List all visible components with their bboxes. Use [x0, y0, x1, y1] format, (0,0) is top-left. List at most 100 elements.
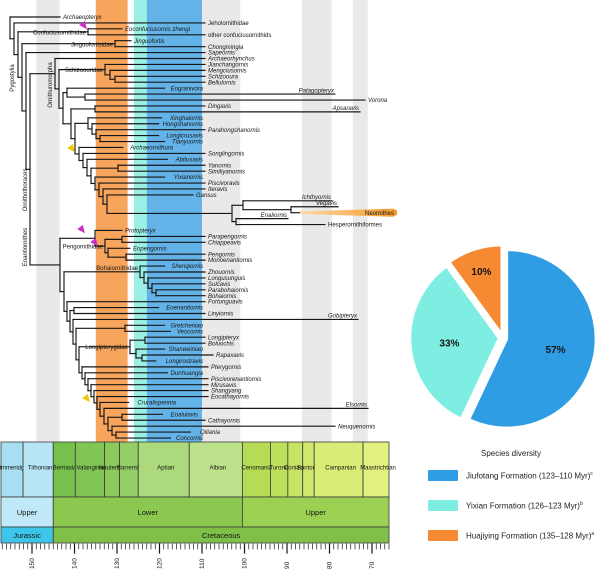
stage-label: Hauterivian: [99, 466, 129, 472]
stage-label: Tithonian: [28, 466, 52, 472]
clade-label: Jinguofortisidae: [71, 43, 114, 49]
tip-label: other confuciusornithids: [208, 33, 271, 39]
tip-label: Jinguofortis: [133, 39, 165, 45]
tip-label: Mirusavis: [211, 383, 236, 389]
tip-label: Longipteryx: [208, 335, 240, 341]
stage-label: Aptian: [157, 466, 174, 472]
tip-label: Shanweiniao: [169, 347, 204, 353]
tip-label: Eopengornis: [133, 246, 167, 252]
tip-label: Apsaravis: [332, 106, 359, 112]
pie-slice: [408, 265, 501, 421]
tip-label: Yixianornis: [174, 175, 203, 181]
stage-label: Santonian: [297, 466, 324, 472]
pie-slice: [467, 248, 598, 430]
epoch-label: Upper: [305, 508, 326, 517]
epoch-cell: [241, 496, 390, 528]
tip-label: Qiliania: [200, 430, 221, 436]
tip-label: Hongshanornis: [163, 122, 203, 128]
pie-legend-title: Species diversity: [480, 449, 542, 458]
stage-cell: [241, 441, 271, 498]
tip-label: Dingavis: [208, 104, 231, 110]
stage-label: Berriasian: [53, 466, 80, 472]
tip-label: Chongmingia: [208, 45, 244, 51]
tip-label: Piscivorenantiornis: [211, 377, 261, 383]
epoch-label: Lower: [138, 508, 159, 517]
time-stripe: [301, 0, 332, 442]
tip-label: Concornis: [176, 436, 203, 442]
time-ruler: 150 140 130 120 110 100 90 80 70: [1, 543, 390, 569]
tip-label: Xinghaiornis: [169, 116, 203, 122]
tip-label: Cruralispennia: [137, 401, 176, 407]
tip-label: Jianchangornis: [207, 63, 248, 69]
tip-label: Zhouornis: [207, 270, 235, 276]
stage-cell: [74, 441, 106, 498]
formation-band-huajiying: [95, 0, 128, 442]
yellow-arrow-icon: [67, 143, 75, 153]
tip-label: Rapaxavis: [216, 353, 244, 359]
stage-label: Cenomanian: [241, 466, 275, 472]
stage-label: Turonian: [269, 466, 292, 472]
legend-item-jiufotang: Jiufotang Formation (123–110 Myr)c: [428, 470, 600, 481]
stage-label: Maastrichtian: [360, 466, 396, 472]
huajiying-swatch: [428, 530, 458, 541]
node-arrows: [67, 20, 98, 403]
tip-label: Parabohaiornis: [208, 288, 248, 294]
tip-label: Tianyuornis: [172, 140, 203, 146]
pie-slice: [448, 243, 504, 336]
ruler-tick-label: 90: [284, 561, 291, 569]
clade-label: Longipterygidae: [85, 345, 128, 351]
clade-label: Pengornithidae: [63, 245, 104, 251]
ruler-tick-label: 130: [114, 558, 121, 569]
jiufotang-swatch: [428, 470, 458, 481]
yixian-swatch: [428, 500, 458, 511]
time-stripe: [352, 0, 368, 442]
tip-label: Neuquenornis: [338, 424, 375, 430]
ruler-tick-label: 150: [29, 558, 36, 569]
stage-label: Albian: [209, 466, 226, 472]
time-stripe: [202, 0, 241, 442]
tip-label: Pengornis: [208, 252, 235, 258]
tip-label: Dunhuangia: [171, 371, 204, 377]
stage-cell: [188, 441, 243, 498]
tip-label: Schizooura: [208, 74, 239, 80]
period-label: Cretaceous: [202, 531, 241, 540]
ruler-tick-label: 110: [199, 558, 206, 569]
stage-cell: [362, 441, 390, 498]
tip-label: Similiyanornis: [208, 169, 245, 175]
tip-label: Eoalulavis: [171, 412, 198, 418]
tip-label: Eoconfuciusornis zhengi: [125, 27, 191, 33]
pie-percent-label: 33%: [439, 339, 459, 350]
stage-label: Kimmeridgian: [0, 466, 32, 472]
stage-label: Coniacian: [284, 466, 311, 472]
tip-label: Vescornis: [177, 329, 203, 335]
timescale: KimmeridgianTithonianBerriasianValangini…: [0, 441, 396, 544]
tip-label: Eoenantiornis: [166, 306, 203, 312]
magenta-arrow-icon: [79, 20, 87, 30]
stage-label: Barremian: [117, 466, 145, 472]
tip-label: Yanornis: [208, 163, 231, 169]
time-stripes: [36, 0, 368, 442]
epoch-cell: [0, 496, 54, 528]
legend-item-yixian: Yixian Formation (126–123 Myr)b: [428, 500, 600, 511]
tip-label: Parahongshanornis: [208, 128, 260, 134]
yixian-label: Yixian Formation (126–123 Myr)b: [466, 500, 583, 511]
tip-label: Parapengornis: [208, 235, 247, 241]
magenta-arrow-icon: [77, 224, 85, 234]
tip-label: Neornithes: [365, 211, 394, 217]
tip-label: Bohaiornis: [208, 294, 236, 300]
tip-label: Vorona: [368, 98, 388, 104]
period-label: Jurassic: [13, 531, 41, 540]
tip-label: Iteravis: [208, 187, 227, 193]
tip-label: Eocathayornis: [211, 395, 249, 401]
clade-labels: Pygostylia Ornithuromorpha Ornithothoraces…: [10, 31, 139, 352]
tip-label: Monoenantiornis: [208, 258, 252, 264]
ruler-tick-label: 120: [157, 558, 164, 569]
tip-label: Fortunguavis: [208, 300, 243, 306]
tip-label: Songlingornis: [208, 151, 244, 157]
tip-label: Linyiornis: [208, 312, 233, 318]
clade-label: Bohaiornithidae: [96, 266, 138, 272]
tip-label: Protopteryx: [125, 229, 157, 235]
tip-label: Jeholornithidae: [208, 21, 249, 27]
ruler-tick-label: 70: [369, 561, 376, 569]
